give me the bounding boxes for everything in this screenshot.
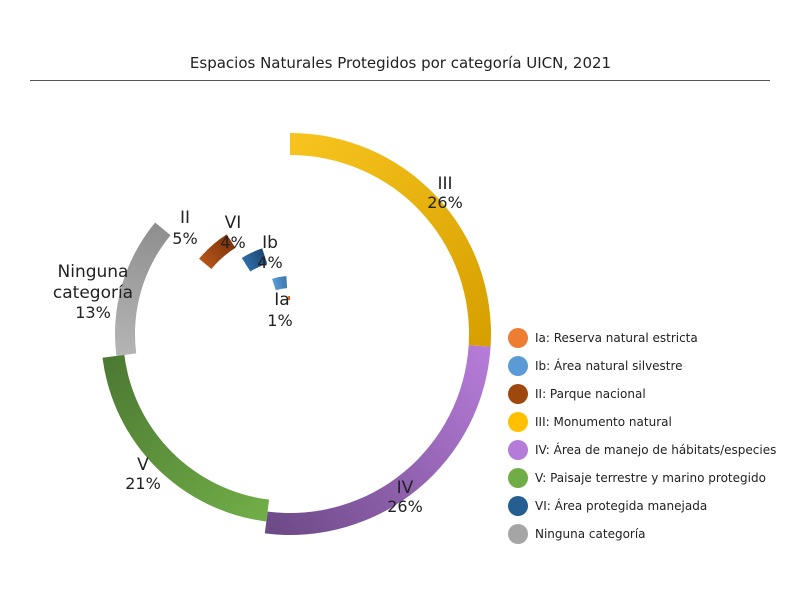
arc-ib [272, 276, 288, 291]
chart-title: Espacios Naturales Protegidos por catego… [189, 54, 612, 72]
legend-label: V: Paisaje terrestre y marino protegido [535, 471, 766, 485]
legend-item: Ia: Reserva natural estricta [508, 324, 776, 352]
arc-iii [290, 133, 491, 347]
chart-labels: III 26% IV 26% V 21% Ninguna categoría 1… [53, 174, 463, 516]
legend-swatch [508, 468, 528, 488]
title-divider [30, 80, 770, 81]
label-iv-name: IV [397, 478, 414, 498]
label-v-pct: 21% [125, 474, 161, 493]
legend-item: V: Paisaje terrestre y marino protegido [508, 464, 776, 492]
chart-arcs [102, 133, 491, 536]
legend-swatch [508, 412, 528, 432]
legend-label: Ninguna categoría [535, 527, 646, 541]
arc-ninguna [115, 222, 171, 356]
legend-swatch [508, 328, 528, 348]
label-ninguna-name-2: categoría [53, 283, 133, 303]
legend-label: II: Parque nacional [535, 387, 646, 401]
label-iii-pct: 26% [427, 193, 463, 212]
legend-label: III: Monumento natural [535, 415, 672, 429]
legend-item: Ib: Área natural silvestre [508, 352, 776, 380]
legend-item: IV: Área de manejo de hábitats/especies [508, 436, 776, 464]
legend-swatch [508, 440, 528, 460]
legend-label: IV: Área de manejo de hábitats/especies [535, 443, 777, 457]
label-ia-name: Ia [274, 290, 289, 310]
label-iv-pct: 26% [387, 497, 423, 516]
label-ninguna-name-1: Ninguna [58, 262, 129, 282]
legend-swatch [508, 524, 528, 544]
legend-item: III: Monumento natural [508, 408, 776, 436]
arc-ii [199, 234, 236, 269]
label-ib-name: Ib [262, 233, 278, 253]
chart-legend: Ia: Reserva natural estricta Ib: Área nat… [508, 324, 776, 548]
arc-ia [287, 295, 290, 301]
label-iii-name: III [437, 174, 452, 194]
label-vi-name: VI [225, 213, 242, 233]
legend-swatch [508, 496, 528, 516]
legend-item: Ninguna categoría [508, 520, 776, 548]
legend-item: VI: Área protegida manejada [508, 492, 776, 520]
legend-swatch [508, 356, 528, 376]
label-ib-pct: 4% [257, 253, 282, 272]
legend-swatch [508, 384, 528, 404]
label-ia-pct: 1% [267, 311, 292, 330]
label-vi-pct: 4% [220, 233, 245, 252]
legend-label: Ia: Reserva natural estricta [535, 331, 698, 345]
arc-iv [264, 345, 491, 536]
legend-label: Ib: Área natural silvestre [535, 359, 683, 373]
legend-label: VI: Área protegida manejada [535, 499, 708, 513]
label-ii-pct: 5% [172, 229, 197, 248]
arc-vi [241, 248, 268, 272]
label-ii-name: II [180, 208, 190, 228]
label-ninguna-pct: 13% [75, 303, 111, 322]
legend-item: II: Parque nacional [508, 380, 776, 408]
label-v-name: V [137, 455, 149, 475]
arc-v [102, 354, 270, 522]
